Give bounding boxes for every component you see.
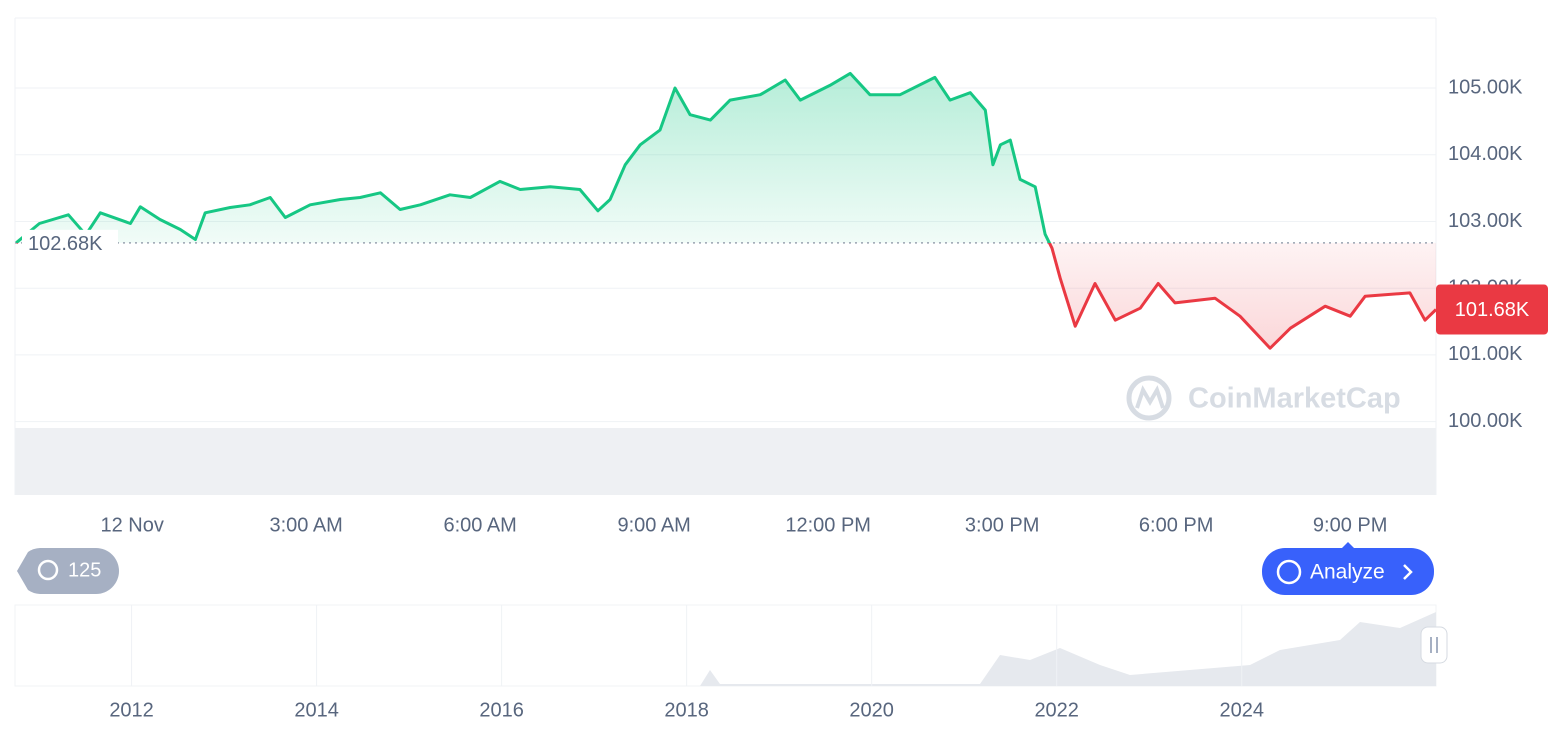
watermark-text: CoinMarketCap	[1188, 383, 1401, 415]
watermark: CoinMarketCap	[1126, 375, 1401, 421]
analyze-button[interactable]: Analyze	[1262, 542, 1434, 595]
volume-band	[15, 428, 1436, 495]
navigator-handle[interactable]	[1420, 626, 1448, 664]
navigator-area	[15, 612, 1436, 686]
baseline-label-bg	[22, 229, 118, 256]
navigator-tick-label: 2012	[109, 699, 154, 721]
x-tick-label: 6:00 PM	[1139, 514, 1213, 536]
x-tick-label: 6:00 AM	[443, 514, 516, 536]
current-price-badge	[1436, 284, 1548, 335]
y-tick-label: 104.00K	[1448, 143, 1523, 165]
navigator-tick-label: 2024	[1219, 699, 1264, 721]
x-tick-label: 12 Nov	[100, 514, 163, 536]
navigator-tick-label: 2016	[479, 699, 524, 721]
analyze-label: Analyze	[1310, 561, 1385, 584]
y-tick-label: 103.00K	[1448, 210, 1523, 232]
navigator-tick-label: 2014	[294, 699, 339, 721]
baseline-label: 102.68K	[28, 233, 103, 255]
x-tick-label: 9:00 AM	[617, 514, 690, 536]
y-tick-label: 101.00K	[1448, 343, 1523, 365]
x-tick-label: 9:00 PM	[1313, 514, 1387, 536]
navigator-tick-label: 2020	[849, 699, 894, 721]
x-tick-label: 3:00 AM	[269, 514, 342, 536]
x-tick-label: 3:00 PM	[965, 514, 1039, 536]
y-tick-label: 105.00K	[1448, 76, 1523, 98]
y-tick-label: 100.00K	[1448, 410, 1523, 432]
navigator-tick-label: 2018	[664, 699, 709, 721]
navigator-tick-label: 2022	[1034, 699, 1079, 721]
history-button[interactable]: 125	[17, 548, 120, 594]
current-price-label: 101.68K	[1455, 299, 1530, 321]
price-area	[16, 73, 1436, 349]
x-tick-label: 12:00 PM	[785, 514, 871, 536]
history-count: 125	[68, 559, 101, 581]
price-line	[15, 71, 1438, 350]
